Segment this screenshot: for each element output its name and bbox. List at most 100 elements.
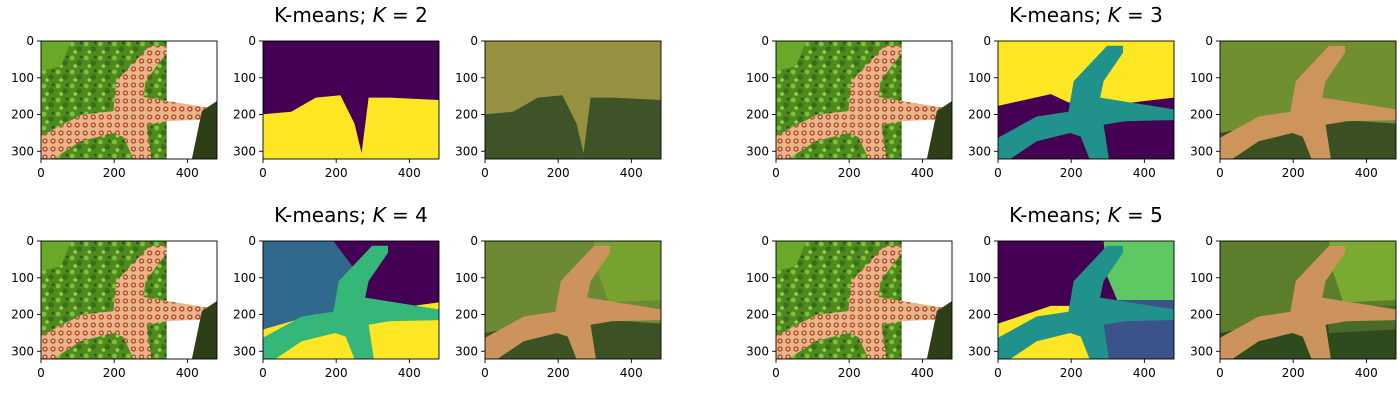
y-tick-label: 100	[1190, 271, 1213, 285]
y-tick-label: 0	[248, 234, 256, 248]
cluster-label-panel: 0 200 400 0 100 200 300	[968, 34, 1175, 180]
y-tick-label: 0	[761, 34, 769, 48]
x-tick-label: 400	[620, 166, 643, 180]
group-title: K-means; K = 4	[274, 203, 428, 227]
y-tick-label: 200	[1190, 108, 1213, 122]
y-tick-label: 200	[746, 108, 769, 122]
y-tick-label: 300	[1190, 344, 1213, 358]
x-tick-label: 0	[259, 366, 267, 380]
y-tick-label: 200	[968, 108, 991, 122]
original-image-panel: 0 200 400 0 100 200 300	[746, 234, 953, 380]
y-tick-label: 200	[11, 108, 34, 122]
axes-frame	[40, 40, 218, 160]
x-tick-label: 400	[911, 166, 934, 180]
x-tick-label: 200	[547, 166, 570, 180]
y-tick-label: 200	[233, 108, 256, 122]
x-tick-label: 200	[103, 166, 126, 180]
axes-frame	[262, 240, 440, 360]
x-tick-label: 400	[1133, 166, 1156, 180]
axes-frame	[775, 40, 953, 160]
y-tick-label: 0	[26, 34, 34, 48]
starfish-image	[776, 241, 952, 359]
original-image-panel: 0 200 400 0 100 200 300	[11, 34, 218, 180]
y-tick-label: 300	[11, 344, 34, 358]
starfish-image	[41, 41, 217, 159]
y-tick-label: 0	[470, 34, 478, 48]
axes-frame	[775, 240, 953, 360]
axes-frame	[40, 240, 218, 360]
axes-frame	[997, 40, 1175, 160]
y-tick-label: 200	[968, 308, 991, 322]
x-tick-label: 200	[325, 366, 348, 380]
x-tick-label: 0	[772, 166, 780, 180]
x-tick-label: 400	[620, 366, 643, 380]
x-tick-label: 400	[911, 366, 934, 380]
y-tick-label: 200	[11, 308, 34, 322]
x-tick-label: 400	[176, 166, 199, 180]
y-tick-label: 200	[455, 308, 478, 322]
x-tick-label: 200	[1060, 366, 1083, 380]
x-tick-label: 200	[547, 366, 570, 380]
y-tick-label: 0	[26, 234, 34, 248]
x-tick-label: 0	[994, 366, 1002, 380]
starfish-image	[41, 241, 217, 359]
x-tick-label: 400	[1355, 166, 1378, 180]
x-tick-label: 400	[1133, 366, 1156, 380]
y-tick-label: 100	[455, 71, 478, 85]
y-tick-label: 0	[761, 234, 769, 248]
x-tick-label: 200	[1282, 166, 1305, 180]
y-tick-label: 300	[746, 344, 769, 358]
y-tick-label: 100	[233, 271, 256, 285]
starfish-image	[776, 41, 952, 159]
axes-frame	[484, 240, 662, 360]
y-tick-label: 300	[233, 144, 256, 158]
cluster-mean-panel: 0 200 400 0 100 200 300	[455, 34, 662, 180]
x-tick-label: 200	[838, 166, 861, 180]
y-tick-label: 300	[1190, 144, 1213, 158]
y-tick-label: 0	[1205, 234, 1213, 248]
cluster-label-panel: 0 200 400 0 100 200 300	[968, 234, 1175, 380]
y-tick-label: 100	[968, 71, 991, 85]
y-tick-label: 100	[968, 271, 991, 285]
y-tick-label: 300	[746, 144, 769, 158]
y-tick-label: 300	[455, 344, 478, 358]
y-tick-label: 300	[11, 144, 34, 158]
y-tick-label: 100	[1190, 71, 1213, 85]
x-tick-label: 400	[1355, 366, 1378, 380]
y-tick-label: 100	[455, 271, 478, 285]
axes-frame	[1219, 40, 1397, 160]
cluster-label-panel: 0 200 400 0 100 200 300	[233, 34, 440, 180]
y-tick-label: 300	[233, 344, 256, 358]
y-tick-label: 100	[746, 271, 769, 285]
x-tick-label: 400	[398, 366, 421, 380]
group-title: K-means; K = 2	[274, 3, 428, 27]
axes-frame	[262, 40, 440, 160]
x-tick-label: 0	[1216, 366, 1224, 380]
y-tick-label: 0	[983, 234, 991, 248]
y-tick-label: 200	[1190, 308, 1213, 322]
x-tick-label: 0	[481, 366, 489, 380]
y-tick-label: 0	[248, 34, 256, 48]
axes-frame	[1219, 240, 1397, 360]
group-title: K-means; K = 5	[1009, 203, 1163, 227]
x-tick-label: 400	[176, 366, 199, 380]
y-tick-label: 100	[11, 271, 34, 285]
y-tick-label: 300	[968, 344, 991, 358]
y-tick-label: 300	[455, 144, 478, 158]
x-tick-label: 400	[398, 166, 421, 180]
x-tick-label: 0	[259, 166, 267, 180]
original-image-panel: 0 200 400 0 100 200 300	[746, 34, 953, 180]
y-tick-label: 200	[233, 308, 256, 322]
axes-frame	[997, 240, 1175, 360]
y-tick-label: 100	[233, 71, 256, 85]
x-tick-label: 200	[103, 366, 126, 380]
y-tick-label: 0	[470, 234, 478, 248]
cluster-mean-panel: 0 200 400 0 100 200 300	[455, 234, 662, 380]
x-tick-label: 200	[1060, 166, 1083, 180]
y-tick-label: 0	[983, 34, 991, 48]
group-title: K-means; K = 3	[1009, 3, 1163, 27]
y-tick-label: 200	[455, 108, 478, 122]
x-tick-label: 0	[481, 166, 489, 180]
y-tick-label: 0	[1205, 34, 1213, 48]
